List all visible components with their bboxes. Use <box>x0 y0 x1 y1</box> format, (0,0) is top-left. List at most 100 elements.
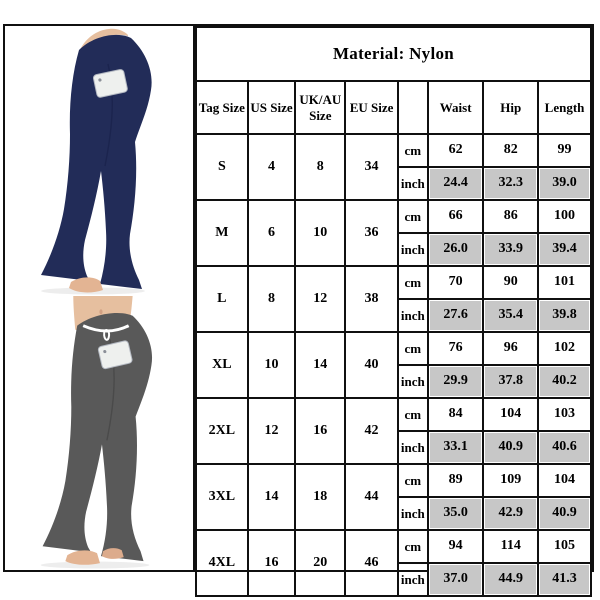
hip-cm-cell: 109 <box>482 463 540 498</box>
us-size-cell: 6 <box>246 199 297 267</box>
phone-in-pocket <box>97 340 133 370</box>
unit-inch-cell: inch <box>396 298 429 333</box>
size-row-inch: inch 24.4 32.3 39.0 <box>196 166 592 201</box>
us-size-cell: 8 <box>246 265 297 333</box>
col-tag-size: Tag Size <box>195 80 249 135</box>
size-row-cm: S 4 8 34 cm 62 82 99 <box>195 133 592 201</box>
col-unit-blank <box>396 80 429 135</box>
us-size-cell: 16 <box>246 529 297 597</box>
unit-cm-cell: cm <box>396 265 429 300</box>
waist-cm-cell: 89 <box>426 463 485 498</box>
hip-cm-cell: 90 <box>482 265 540 300</box>
photo-gray-pants <box>5 296 193 570</box>
eu-size-cell: 42 <box>344 397 399 465</box>
unit-inch-cell: inch <box>396 364 429 399</box>
size-row-cm: 4XL 16 20 46 cm 94 114 105 <box>195 529 592 597</box>
col-hip: Hip <box>482 80 540 135</box>
uk-au-size-cell: 20 <box>294 529 347 597</box>
col-waist: Waist <box>426 80 485 135</box>
length-cm-cell: 103 <box>537 397 592 432</box>
hip-cm-cell: 96 <box>482 331 540 366</box>
us-size-cell: 10 <box>246 331 297 399</box>
hip-cm-cell: 86 <box>482 199 540 234</box>
length-inch-cell: 39.0 <box>537 166 592 201</box>
length-inch-cell: 39.8 <box>537 298 592 333</box>
product-photos-column <box>5 26 195 570</box>
material-row: Material: Nylon <box>195 26 592 82</box>
unit-inch-cell: inch <box>396 166 429 201</box>
uk-au-size-cell: 18 <box>294 463 347 531</box>
navy-pants-illustration <box>41 28 152 295</box>
length-cm-cell: 99 <box>537 133 592 168</box>
navy-pants <box>41 34 152 289</box>
size-row-cm: M 6 10 36 cm 66 86 100 <box>195 199 592 267</box>
size-row-cm: L 8 12 38 cm 70 90 101 <box>195 265 592 333</box>
uk-au-size-cell: 12 <box>294 265 347 333</box>
gray-pants <box>42 313 153 562</box>
material-label: Material: Nylon <box>195 26 592 82</box>
model-front-foot <box>65 550 100 565</box>
waist-cm-cell: 62 <box>426 133 485 168</box>
phone-in-pocket <box>92 69 128 98</box>
photo-navy-pants <box>5 26 193 296</box>
size-row-cm: XL 10 14 40 cm 76 96 102 <box>195 331 592 399</box>
tag-size-cell: L <box>195 265 249 333</box>
waist-cm-cell: 76 <box>426 331 485 366</box>
eu-size-cell: 36 <box>344 199 399 267</box>
length-cm-cell: 102 <box>537 331 592 366</box>
waist-inch-cell: 27.6 <box>426 298 485 333</box>
unit-inch-cell: inch <box>396 232 429 267</box>
tag-size-cell: 4XL <box>195 529 249 597</box>
col-us-size: US Size <box>246 80 297 135</box>
waist-inch-cell: 26.0 <box>426 232 485 267</box>
tag-size-cell: 3XL <box>195 463 249 531</box>
unit-cm-cell: cm <box>396 331 429 366</box>
hip-inch-cell: 32.3 <box>482 166 540 201</box>
tag-size-cell: XL <box>195 331 249 399</box>
hip-inch-cell: 44.9 <box>482 562 540 597</box>
uk-au-size-cell: 8 <box>294 133 347 201</box>
waist-cm-cell: 66 <box>426 199 485 234</box>
size-chart-table: Material: Nylon Tag Size US Size UK/AU S… <box>195 26 592 597</box>
size-row-inch: inch 26.0 33.9 39.4 <box>196 232 592 267</box>
waist-cm-cell: 70 <box>426 265 485 300</box>
length-inch-cell: 41.3 <box>537 562 592 597</box>
us-size-cell: 14 <box>246 463 297 531</box>
length-inch-cell: 40.9 <box>537 496 592 531</box>
col-uk-au-size: UK/AU Size <box>294 80 347 135</box>
waist-inch-cell: 33.1 <box>426 430 485 465</box>
uk-au-size-cell: 16 <box>294 397 347 465</box>
hip-cm-cell: 82 <box>482 133 540 168</box>
col-eu-size: EU Size <box>344 80 399 135</box>
waist-cm-cell: 84 <box>426 397 485 432</box>
size-row-inch: inch 35.0 42.9 40.9 <box>196 496 592 531</box>
unit-inch-cell: inch <box>396 496 429 531</box>
floor-shadow <box>40 561 150 569</box>
waist-inch-cell: 29.9 <box>426 364 485 399</box>
waist-inch-cell: 24.4 <box>426 166 485 201</box>
size-row-inch: inch 33.1 40.9 40.6 <box>196 430 592 465</box>
size-row-cm: 3XL 14 18 44 cm 89 109 104 <box>195 463 592 531</box>
hip-inch-cell: 40.9 <box>482 430 540 465</box>
unit-cm-cell: cm <box>396 529 429 564</box>
length-cm-cell: 104 <box>537 463 592 498</box>
length-cm-cell: 105 <box>537 529 592 564</box>
unit-cm-cell: cm <box>396 397 429 432</box>
tag-size-cell: M <box>195 199 249 267</box>
size-row-inch: inch 29.9 37.8 40.2 <box>196 364 592 399</box>
length-inch-cell: 40.6 <box>537 430 592 465</box>
size-row-inch: inch 37.0 44.9 41.3 <box>196 562 592 597</box>
length-cm-cell: 100 <box>537 199 592 234</box>
model-back-foot <box>101 548 124 559</box>
unit-cm-cell: cm <box>396 199 429 234</box>
length-inch-cell: 40.2 <box>537 364 592 399</box>
column-header-row: Tag Size US Size UK/AU Size EU Size Wais… <box>195 80 592 135</box>
hip-inch-cell: 35.4 <box>482 298 540 333</box>
size-table-body: S 4 8 34 cm 62 82 99 inch 24.4 32.3 39.0 M 6 10 36 cm 66 8… <box>195 133 592 597</box>
length-cm-cell: 101 <box>537 265 592 300</box>
hip-inch-cell: 33.9 <box>482 232 540 267</box>
waist-inch-cell: 35.0 <box>426 496 485 531</box>
tag-size-cell: 2XL <box>195 397 249 465</box>
unit-inch-cell: inch <box>396 430 429 465</box>
